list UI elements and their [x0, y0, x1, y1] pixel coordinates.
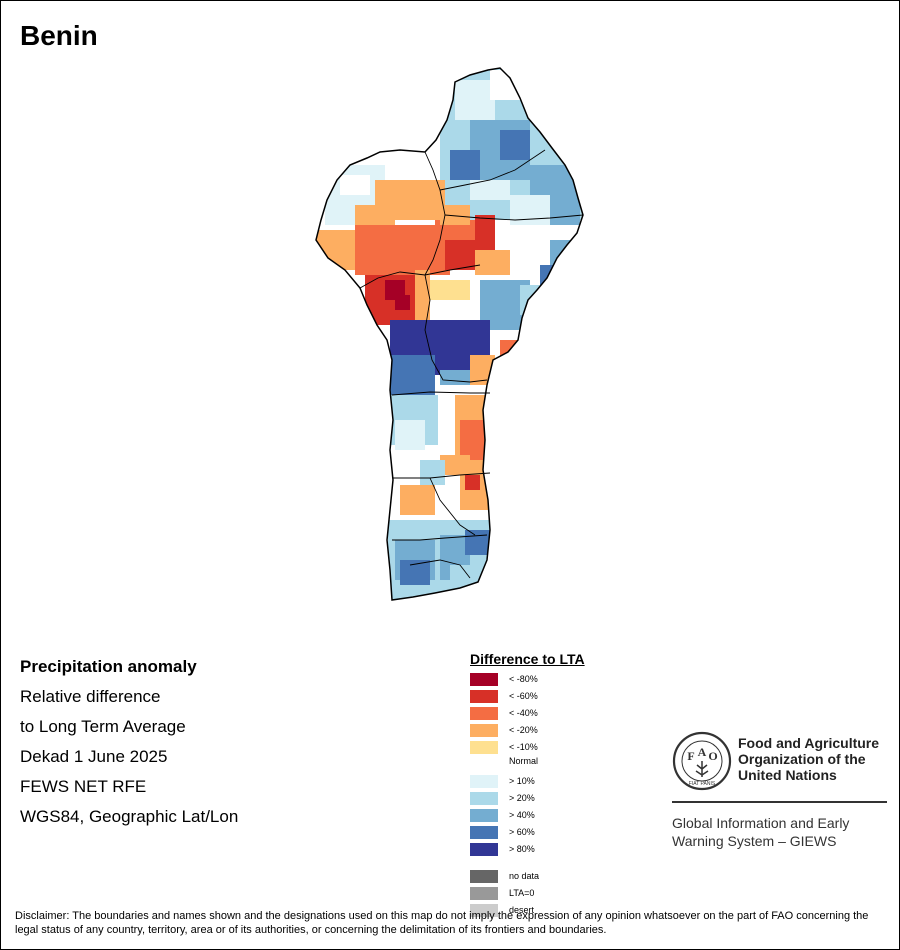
- legend-item: > 20%: [470, 790, 585, 807]
- legend-item: < -80%: [470, 671, 585, 688]
- legend-swatch: [470, 724, 498, 737]
- svg-text:A: A: [698, 745, 707, 759]
- info-heading: Precipitation anomaly: [20, 657, 197, 676]
- system-name: Global Information and Early Warning Sys…: [672, 814, 849, 850]
- legend-item: no data: [470, 868, 585, 885]
- legend-swatch: [470, 809, 498, 822]
- legend-item: desert: [470, 902, 585, 919]
- legend-label: no data: [509, 871, 540, 881]
- legend-item: < -60%: [470, 688, 585, 705]
- legend-label: < -10%: [509, 742, 538, 752]
- org-divider: [672, 801, 887, 803]
- legend-swatch: [470, 870, 498, 883]
- legend-label: desert: [509, 905, 535, 915]
- org-name: Food and Agriculture Organization of the…: [738, 735, 879, 783]
- org-name-line: Food and Agriculture: [738, 735, 880, 751]
- legend-label: > 60%: [509, 827, 535, 837]
- legend-normal-row: Normal: [470, 756, 585, 773]
- info-line-reference: to Long Term Average: [20, 717, 186, 736]
- legend-special-group: no data LTA=0 desert: [470, 868, 585, 919]
- org-name-line: United Nations: [738, 767, 837, 783]
- legend-item: > 80%: [470, 841, 585, 858]
- legend-item: LTA=0: [470, 885, 585, 902]
- org-name-line: Organization of the: [738, 751, 866, 767]
- legend-swatch: [470, 673, 498, 686]
- anomaly-raster: [316, 68, 583, 600]
- legend-wet-group: > 10% > 20% > 40% > 60% > 80%: [470, 773, 585, 858]
- system-name-line: Global Information and Early: [672, 815, 850, 831]
- legend-item: > 10%: [470, 773, 585, 790]
- disclaimer: Disclaimer: The boundaries and names sho…: [15, 910, 869, 936]
- info-line-period: Dekad 1 June 2025: [20, 747, 168, 766]
- info-line-measure: Relative difference: [20, 687, 161, 706]
- legend-swatch: [470, 826, 498, 839]
- svg-text:FIAT PANIS: FIAT PANIS: [689, 781, 716, 787]
- fao-logo-icon: F A O FIAT PANIS: [672, 731, 732, 791]
- map-title: Benin: [20, 20, 98, 51]
- svg-text:F: F: [687, 749, 694, 763]
- legend-swatch: [470, 843, 498, 856]
- legend-label: < -20%: [509, 725, 538, 735]
- legend-swatch: [470, 887, 498, 900]
- legend-swatch: [470, 775, 498, 788]
- country-border: [315, 67, 584, 601]
- legend-label: > 20%: [509, 793, 535, 803]
- legend-label: LTA=0: [509, 888, 535, 898]
- admin-boundaries: [359, 149, 584, 579]
- info-line-source: FEWS NET RFE: [20, 777, 147, 796]
- legend-normal-label: Normal: [509, 756, 539, 766]
- legend-swatch: [470, 707, 498, 720]
- system-name-line: Warning System – GIEWS: [672, 833, 837, 849]
- legend-item: < -20%: [470, 722, 585, 739]
- legend-label: > 40%: [509, 810, 535, 820]
- legend-item: > 60%: [470, 824, 585, 841]
- legend-swatch: [470, 904, 498, 917]
- svg-text:O: O: [708, 749, 717, 763]
- info-block: Precipitation anomaly Relative differenc…: [20, 655, 238, 835]
- legend-title: Difference to LTA: [470, 651, 585, 667]
- legend-swatch: [470, 690, 498, 703]
- legend-dry-group: < -80% < -60% < -40% < -20% < -10%: [470, 671, 585, 756]
- info-line-projection: WGS84, Geographic Lat/Lon: [20, 807, 239, 826]
- legend-label: > 10%: [509, 776, 535, 786]
- anomaly-map: [315, 67, 584, 601]
- legend-swatch: [470, 741, 498, 754]
- legend-item: < -10%: [470, 739, 585, 756]
- legend: Difference to LTA < -80% < -60% < -40% < -2…: [470, 651, 585, 919]
- legend-label: < -60%: [509, 691, 538, 701]
- legend-label: < -80%: [509, 674, 538, 684]
- legend-label: < -40%: [509, 708, 538, 718]
- legend-item: < -40%: [470, 705, 585, 722]
- legend-label: > 80%: [509, 844, 535, 854]
- legend-swatch: [470, 792, 498, 805]
- legend-item: > 40%: [470, 807, 585, 824]
